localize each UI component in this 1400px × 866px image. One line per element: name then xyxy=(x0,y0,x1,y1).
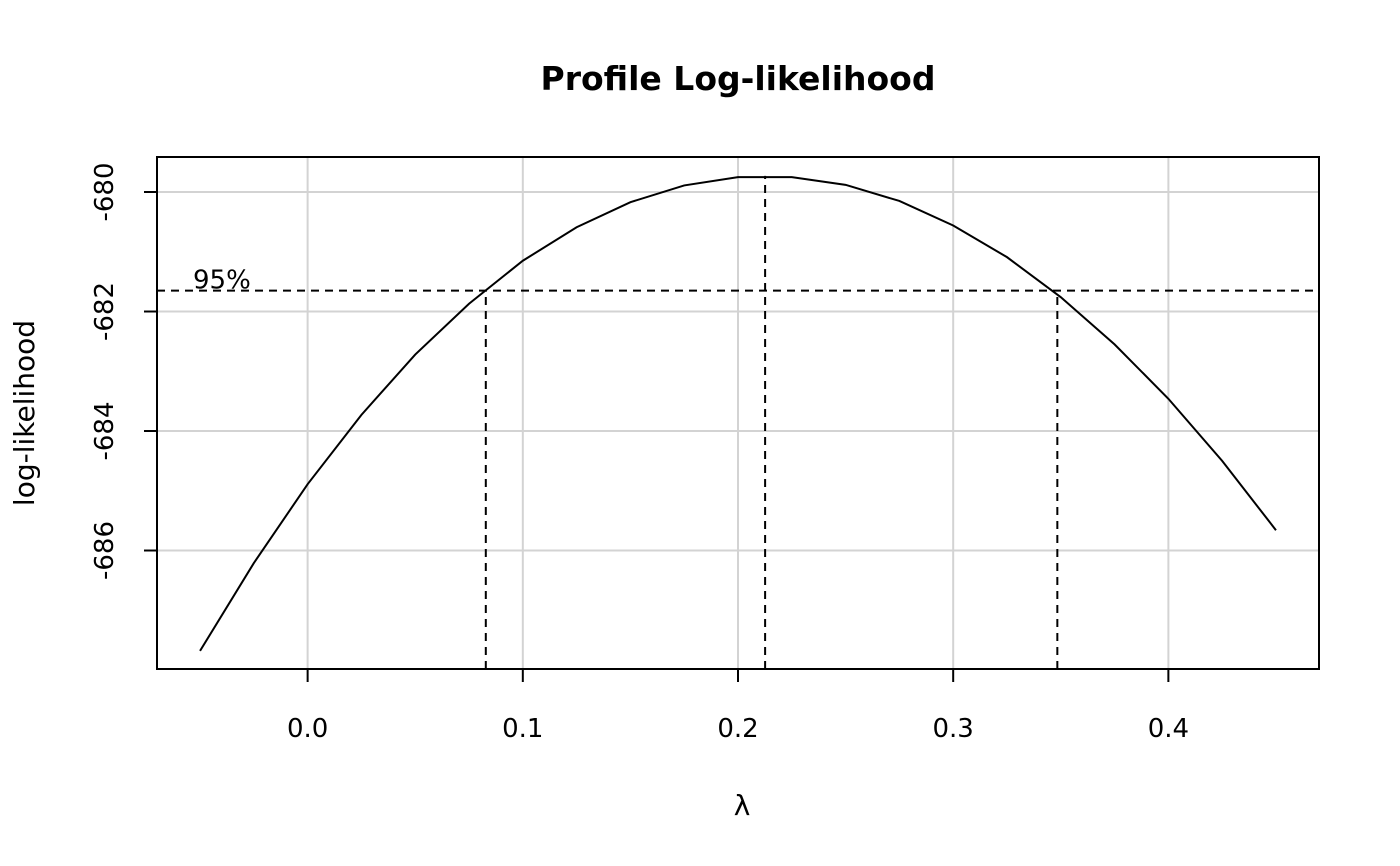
y-tick-label: -680 xyxy=(90,163,120,222)
chart-title: Profile Log-likelihood xyxy=(541,59,936,98)
y-tick-label: -682 xyxy=(90,282,120,341)
x-tick-label: 0.0 xyxy=(287,714,328,744)
y-tick-label: -684 xyxy=(90,402,120,461)
y-tick-label: -686 xyxy=(90,521,120,580)
x-tick-label: 0.2 xyxy=(717,714,758,744)
x-axis-label: λ xyxy=(734,789,751,822)
x-tick-label: 0.1 xyxy=(502,714,543,744)
likelihood-curve xyxy=(199,176,1277,652)
x-tick-label: 0.4 xyxy=(1148,714,1189,744)
ci-label: 95% xyxy=(193,266,251,296)
y-axis-label: log-likelihood xyxy=(8,320,41,506)
x-tick-label: 0.3 xyxy=(933,714,974,744)
